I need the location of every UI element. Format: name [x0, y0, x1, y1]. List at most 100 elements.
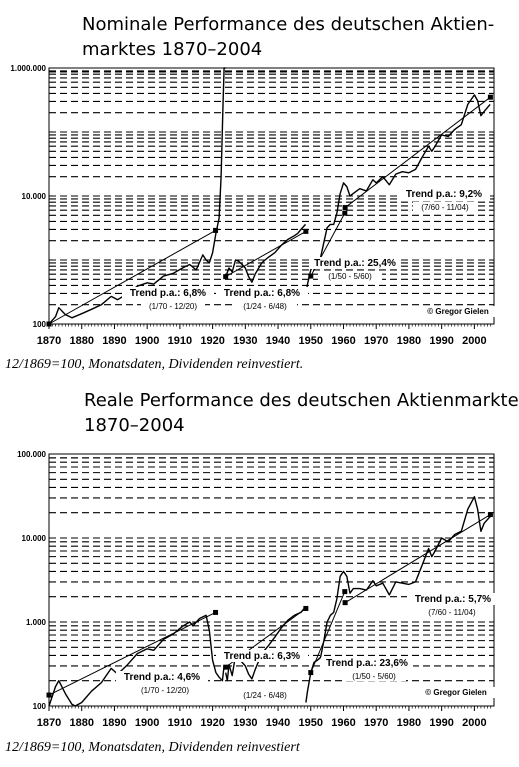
- x-tick-label: 1890: [102, 335, 126, 347]
- index-series-line: [305, 496, 491, 703]
- x-tick-label: 1990: [429, 335, 453, 347]
- trend-label-bg: [116, 671, 208, 683]
- x-tick-label: 1950: [299, 717, 323, 729]
- x-tick-label: 1970: [364, 335, 388, 347]
- x-tick-label: 1960: [331, 335, 355, 347]
- trend-label-bg: [309, 257, 401, 269]
- trend-period-label: (7/60 - 11/04): [428, 608, 476, 617]
- trend-label: Trend p.a.: 6,8%: [224, 288, 300, 299]
- trend-line: [344, 96, 491, 208]
- trend-endpoint-marker: [303, 228, 309, 234]
- trend-label: Trend p.a.: 6,8%: [130, 288, 206, 299]
- trend-endpoint-marker: [342, 210, 348, 216]
- x-tick-label: 1910: [168, 335, 192, 347]
- y-tick-label: 10.000: [22, 192, 47, 201]
- trend-period-bg: [141, 301, 205, 311]
- chart1-title-line1: Nominale Performance des deutschen Aktie…: [82, 14, 495, 35]
- y-tick-label: 10.000: [22, 534, 47, 543]
- y-tick-label: 1.000.000: [10, 64, 46, 73]
- y-tick-label: 100: [33, 702, 47, 711]
- index-series-line: [225, 223, 307, 283]
- x-tick-label: 1920: [200, 335, 224, 347]
- x-tick-label: 2000: [462, 717, 486, 729]
- trend-endpoint-marker: [342, 205, 348, 211]
- trend-line: [225, 230, 307, 278]
- trend-period-bg: [233, 301, 297, 311]
- trend-endpoint-marker: [46, 321, 52, 327]
- x-tick-label: 1870: [37, 335, 61, 347]
- x-tick-label: 1880: [69, 717, 93, 729]
- x-tick-label: 1950: [299, 335, 323, 347]
- trend-endpoint-marker: [308, 670, 314, 676]
- trend-period-bg: [420, 607, 484, 617]
- trend-period-label: (1/70 - 12/20): [149, 302, 197, 311]
- x-tick-label: 1890: [102, 717, 126, 729]
- copyright-bg: [414, 306, 502, 317]
- trend-line: [48, 611, 216, 696]
- x-tick-label: 1870: [37, 717, 61, 729]
- index-series-line: [305, 94, 491, 294]
- trend-period-label: (1/70 - 12/20): [141, 686, 189, 695]
- y-tick-label: 1.000: [26, 618, 47, 627]
- plot-frame: [48, 453, 495, 707]
- trend-endpoint-marker: [342, 589, 348, 595]
- nominal-performance-chart: 100 10.000 1.000.000 1870 1880 1890 1900 1910 19…: [10, 64, 502, 347]
- trend-endpoint-marker: [303, 605, 309, 611]
- trend-label-bg: [321, 657, 413, 669]
- trend-period-bg: [233, 690, 297, 700]
- trend-label: Trend p.a.: 4,6%: [124, 672, 200, 683]
- trend-line: [48, 229, 216, 325]
- trend-period-bg: [413, 202, 477, 212]
- trend-label: Trend p.a.: 5,7%: [415, 594, 491, 605]
- copyright-bg: [412, 687, 500, 698]
- x-tick-label: 2000: [462, 335, 486, 347]
- trend-endpoint-marker: [213, 609, 219, 615]
- trend-endpoint-marker: [223, 664, 229, 670]
- trend-line: [310, 591, 346, 673]
- x-tick-label: 1930: [233, 335, 257, 347]
- real-performance-chart: 100 1.000 10.000 100.000 1870 1880 1890 1900 191…: [17, 450, 500, 729]
- trend-period-label: (1/24 - 6/48): [243, 302, 287, 311]
- trend-label: Trend p.a.: 6,3%: [224, 651, 300, 662]
- trend-endpoint-marker: [223, 274, 229, 280]
- trend-label: Trend p.a.: 25,4%: [314, 258, 396, 269]
- x-tick-label: 1880: [69, 335, 93, 347]
- index-series-line: [225, 606, 306, 682]
- trend-period-bg: [318, 271, 382, 281]
- trend-label-bg: [407, 593, 499, 605]
- trend-endpoint-marker: [487, 94, 493, 100]
- x-tick-label: 1910: [168, 717, 192, 729]
- trend-label: Trend p.a.: 23,6%: [326, 658, 408, 669]
- trend-label-bg: [216, 287, 308, 299]
- trend-label-bg: [122, 287, 214, 299]
- trend-endpoint-marker: [308, 273, 314, 279]
- chart2-title-line1: Reale Performance des deutschen Aktienma…: [84, 390, 519, 411]
- trend-endpoint-marker: [46, 692, 52, 698]
- index-series-line: [48, 614, 225, 707]
- trend-period-bg: [342, 671, 406, 681]
- trend-period-label: (1/24 - 6/48): [243, 691, 287, 700]
- x-tick-label: 1970: [364, 717, 388, 729]
- trend-period-bg: [133, 685, 197, 695]
- trend-endpoint-marker: [487, 512, 493, 518]
- x-tick-label: 1900: [135, 335, 159, 347]
- chart2-caption: 12/1869=100, Monatsdaten, Dividenden rei…: [5, 740, 300, 755]
- trend-label-bg: [398, 188, 490, 200]
- trend-period-label: (1/50 - 5/60): [352, 672, 396, 681]
- x-tick-label: 1940: [266, 717, 290, 729]
- x-tick-label: 1900: [135, 717, 159, 729]
- copyright-label: © Gregor Gielen: [427, 307, 489, 316]
- x-tick-label: 1940: [266, 335, 290, 347]
- y-tick-label: 100: [33, 320, 47, 329]
- trend-period-label: (7/60 - 11/04): [421, 203, 469, 212]
- trend-label: Trend p.a.: 9,2%: [406, 189, 482, 200]
- x-tick-label: 1930: [233, 717, 257, 729]
- x-tick-label: 1920: [200, 717, 224, 729]
- x-tick-label: 1990: [429, 717, 453, 729]
- chart1-title-line2: marktes 1870–2004: [82, 39, 263, 60]
- x-tick-label: 1980: [397, 717, 421, 729]
- trend-period-label: (1/50 - 5/60): [328, 272, 372, 281]
- trend-line: [344, 514, 491, 604]
- trend-endpoint-marker: [342, 600, 348, 606]
- chart1-caption: 12/1869=100, Monatsdaten, Dividenden rei…: [5, 357, 304, 372]
